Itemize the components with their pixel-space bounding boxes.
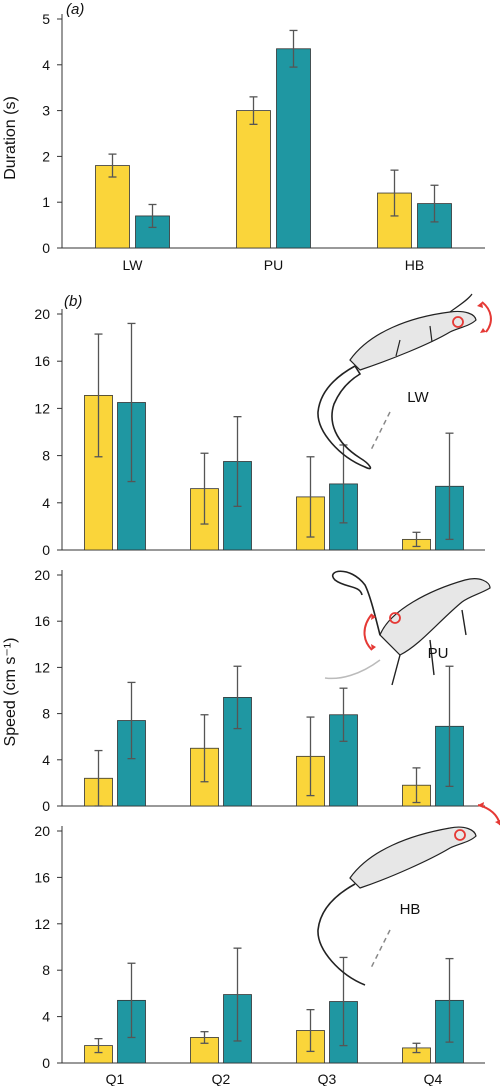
- chart-panel-b2: 0 4 8 12 16 20: [34, 567, 485, 814]
- y-tick-label-a: 1: [42, 194, 50, 210]
- y-tick-label-a: 3: [42, 103, 50, 119]
- lizard-illustration-lw: [317, 293, 492, 470]
- lizard-illustration-pu: [324, 570, 491, 686]
- x-tick-label-a: PU: [264, 257, 283, 273]
- y-tick-label-b2: 4: [42, 752, 50, 768]
- y-axis-label-b: Speed (cm s⁻¹): [2, 638, 19, 747]
- x-tick-label-a: HB: [405, 257, 424, 273]
- y-tick-label-b3: 0: [42, 1055, 50, 1071]
- y-axis-label-a: Duration (s): [2, 96, 19, 180]
- panel-label-b: (b): [64, 293, 82, 310]
- y-tick-label-b1: 12: [34, 400, 50, 416]
- inset-label-pu: PU: [428, 645, 449, 662]
- y-tick-label-a: 5: [42, 11, 50, 27]
- x-tick-label-b3: Q3: [318, 1071, 337, 1086]
- x-tick-label-a: LW: [123, 257, 144, 273]
- x-tick-label-b3: Q2: [212, 1071, 231, 1086]
- chart-panel-b1: 0 4 8 12 16 20: [34, 306, 485, 558]
- y-tick-label-b1: 20: [34, 306, 50, 322]
- y-tick-label-b2: 20: [34, 567, 50, 583]
- y-tick-label-b1: 8: [42, 448, 50, 464]
- panel-label-a: (a): [66, 1, 84, 18]
- y-tick-label-b1: 16: [34, 353, 50, 369]
- y-tick-label-b3: 8: [42, 962, 50, 978]
- x-tick-label-b3: Q4: [424, 1071, 443, 1086]
- y-tick-label-b3: 20: [34, 823, 50, 839]
- y-tick-label-b3: 4: [42, 1009, 50, 1025]
- bar-a-LW-s1: [95, 165, 130, 249]
- inset-label-lw: LW: [407, 389, 429, 406]
- y-tick-label-a: 2: [42, 148, 50, 164]
- bar-a-PU-s1: [236, 110, 271, 249]
- y-tick-label-b2: 8: [42, 706, 50, 722]
- y-tick-label-b1: 0: [42, 542, 50, 558]
- y-tick-label-b2: 16: [34, 613, 50, 629]
- y-tick-label-b2: 12: [34, 659, 50, 675]
- bar-a-PU-s2: [276, 48, 311, 249]
- chart-panel-a: 0 1 2 3 4 5 LW PU HB: [42, 11, 485, 273]
- y-tick-label-b3: 16: [34, 869, 50, 885]
- chart-panel-b3: 0 4 8 12 16 20 Q1 Q2 Q3 Q4: [34, 823, 485, 1086]
- y-tick-label-b1: 4: [42, 495, 50, 511]
- y-tick-label-b3: 12: [34, 916, 50, 932]
- lizard-illustration-hb: [317, 802, 500, 986]
- x-tick-label-b3: Q1: [106, 1071, 125, 1086]
- y-tick-label-a: 4: [42, 57, 50, 73]
- inset-label-hb: HB: [400, 901, 421, 918]
- y-tick-label-b2: 0: [42, 798, 50, 814]
- y-tick-label-a: 0: [42, 240, 50, 256]
